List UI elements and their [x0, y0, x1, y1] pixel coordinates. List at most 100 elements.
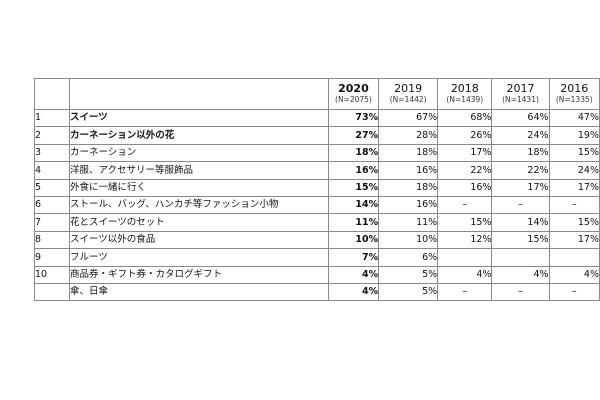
rank-cell: 9: [34, 248, 70, 267]
value-cell-2020: 11%: [327, 213, 380, 232]
year-header-2019: 2019 (N=1442): [378, 78, 439, 110]
header-row: 2020 (N=2075) 2019 (N=1442) 2018 (N=1439…: [34, 78, 600, 110]
value-cell-2020: 18%: [327, 143, 380, 163]
value-cell-2017: 4%: [491, 265, 550, 284]
item-cell: 傘、日傘: [69, 282, 329, 302]
value-cell-2016: 24%: [548, 161, 600, 180]
value-cell-2017: 14%: [491, 213, 550, 232]
rank-cell: 8: [34, 230, 70, 250]
table-row: 10 商品券・ギフト券・カタログギフト 4% 5% 4% 4% 4%: [34, 265, 600, 284]
item-cell: 洋服、アクセサリー等服飾品: [69, 161, 329, 180]
item-cell: 外食に一緒に行く: [69, 178, 329, 197]
value-cell-2016: 15%: [548, 143, 600, 163]
value-cell-2018: 12%: [437, 230, 493, 250]
year-header-2016: 2016 (N=1335): [548, 78, 600, 110]
value-cell-2019: 16%: [378, 161, 439, 180]
value-cell-2016: [548, 248, 600, 267]
rank-cell: 2: [34, 126, 70, 145]
value-cell-2016: 4%: [548, 265, 600, 284]
value-cell-2018: –: [437, 195, 493, 215]
item-header: [69, 78, 329, 110]
year-label: 2018: [450, 82, 479, 95]
value-cell-2020: 16%: [327, 161, 380, 180]
value-cell-2017: 24%: [491, 126, 550, 145]
rank-cell: 4: [34, 161, 70, 180]
value-cell-2016: 47%: [548, 108, 600, 128]
table-row: 4 洋服、アクセサリー等服飾品 16% 16% 22% 22% 24%: [34, 161, 600, 180]
value-cell-2017: –: [491, 282, 550, 302]
rank-cell: [34, 282, 70, 302]
value-cell-2020: 27%: [327, 126, 380, 145]
table-row: 傘、日傘 4% 5% – – –: [34, 282, 600, 302]
value-cell-2020: 10%: [327, 230, 380, 250]
value-cell-2017: [491, 248, 550, 267]
value-cell-2016: 17%: [548, 230, 600, 250]
table-row: 2 カーネーション以外の花 27% 28% 26% 24% 19%: [34, 126, 600, 145]
value-cell-2019: 11%: [378, 213, 439, 232]
value-cell-2017: 64%: [491, 108, 550, 128]
table-row: 9 フルーツ 7% 6%: [34, 248, 600, 267]
sample-size-label: (N=1442): [389, 95, 427, 104]
table-body: 1 スイーツ 73% 67% 68% 64% 47% 2 カーネーション以外の花 27% 28% 26…: [34, 108, 600, 302]
value-cell-2018: 17%: [437, 143, 493, 163]
value-cell-2018: 16%: [437, 178, 493, 197]
sample-size-label: (N=2075): [335, 95, 372, 104]
gift-ranking-table: 2020 (N=2075) 2019 (N=1442) 2018 (N=1439…: [34, 78, 600, 302]
year-label: 2019: [394, 82, 423, 95]
value-cell-2018: 26%: [437, 126, 493, 145]
item-cell: 商品券・ギフト券・カタログギフト: [69, 265, 329, 284]
table-row: 7 花とスイーツのセット 11% 11% 15% 14% 15%: [34, 213, 600, 232]
item-cell: カーネーション: [69, 143, 329, 163]
item-cell: スイーツ: [69, 108, 329, 128]
rank-cell: 10: [34, 265, 70, 284]
item-cell: ストール、バッグ、ハンカチ等ファッション小物: [69, 195, 329, 215]
item-cell: 花とスイーツのセット: [69, 213, 329, 232]
value-cell-2018: 68%: [437, 108, 493, 128]
value-cell-2016: –: [548, 282, 600, 302]
sample-size-label: (N=1431): [502, 95, 539, 104]
value-cell-2019: 18%: [378, 178, 439, 197]
value-cell-2016: 17%: [548, 178, 600, 197]
value-cell-2017: 15%: [491, 230, 550, 250]
value-cell-2019: 28%: [378, 126, 439, 145]
value-cell-2019: 5%: [378, 265, 439, 284]
item-cell: カーネーション以外の花: [69, 126, 329, 145]
value-cell-2019: 16%: [378, 195, 439, 215]
table-row: 8 スイーツ以外の食品 10% 10% 12% 15% 17%: [34, 230, 600, 250]
value-cell-2016: 19%: [548, 126, 600, 145]
table-row: 6 ストール、バッグ、ハンカチ等ファッション小物 14% 16% – – –: [34, 195, 600, 215]
value-cell-2020: 7%: [327, 248, 380, 267]
value-cell-2017: 17%: [491, 178, 550, 197]
year-header-2018: 2018 (N=1439): [437, 78, 493, 110]
rank-cell: 7: [34, 213, 70, 232]
value-cell-2018: –: [437, 282, 493, 302]
value-cell-2017: 18%: [491, 143, 550, 163]
year-header-2017: 2017 (N=1431): [491, 78, 550, 110]
value-cell-2016: 15%: [548, 213, 600, 232]
value-cell-2018: 4%: [437, 265, 493, 284]
item-cell: スイーツ以外の食品: [69, 230, 329, 250]
value-cell-2017: 22%: [491, 161, 550, 180]
value-cell-2019: 67%: [378, 108, 439, 128]
year-label: 2020: [338, 82, 369, 95]
rank-cell: 1: [34, 108, 70, 128]
value-cell-2020: 4%: [327, 282, 380, 302]
value-cell-2018: [437, 248, 493, 267]
value-cell-2019: 18%: [378, 143, 439, 163]
table-row: 3 カーネーション 18% 18% 17% 18% 15%: [34, 143, 600, 163]
year-label: 2017: [506, 82, 535, 95]
rank-cell: 6: [34, 195, 70, 215]
rank-cell: 3: [34, 143, 70, 163]
year-header-2020: 2020 (N=2075): [327, 78, 380, 110]
value-cell-2020: 14%: [327, 195, 380, 215]
rank-cell: 5: [34, 178, 70, 197]
value-cell-2019: 5%: [378, 282, 439, 302]
table-row: 1 スイーツ 73% 67% 68% 64% 47%: [34, 108, 600, 128]
value-cell-2016: –: [548, 195, 600, 215]
value-cell-2018: 22%: [437, 161, 493, 180]
value-cell-2020: 4%: [327, 265, 380, 284]
value-cell-2020: 73%: [327, 108, 380, 128]
year-label: 2016: [560, 82, 589, 95]
value-cell-2019: 6%: [378, 248, 439, 267]
sample-size-label: (N=1439): [446, 95, 484, 104]
